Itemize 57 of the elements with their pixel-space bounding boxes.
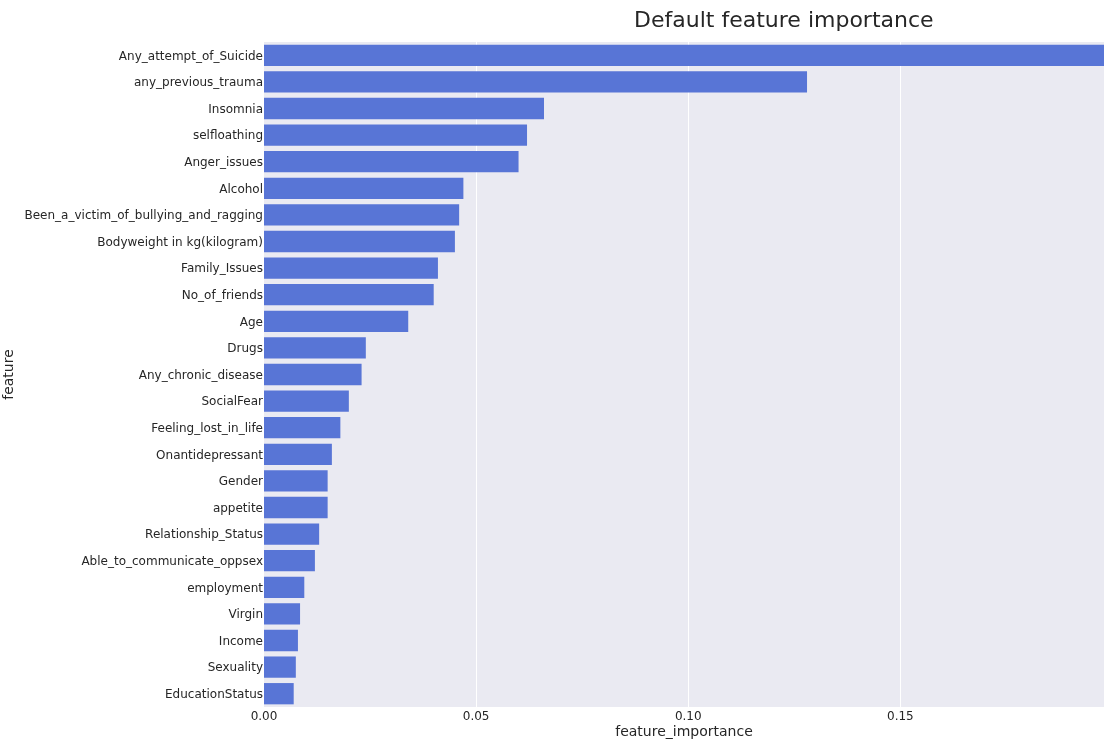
bar xyxy=(264,337,366,359)
bar xyxy=(264,284,434,306)
y-tick-label: Any_chronic_disease xyxy=(138,367,263,382)
bar xyxy=(264,523,320,545)
bar xyxy=(264,363,362,386)
x-tick-label: 0.05 xyxy=(462,709,490,723)
y-tick-label: any_previous_trauma xyxy=(133,75,263,90)
y-tick-label: Feeling_lost_in_life xyxy=(151,420,263,435)
y-tick-label: Family_Issues xyxy=(181,261,263,276)
bar xyxy=(264,443,332,465)
x-tick-label: 0.10 xyxy=(674,709,702,723)
y-tick-label: Alcohol xyxy=(219,181,263,196)
bar xyxy=(264,204,460,226)
y-tick-label: Bodyweight in kg(kilogram) xyxy=(97,234,263,249)
bar xyxy=(264,629,298,652)
y-tick-label: employment xyxy=(187,580,264,595)
y-tick-label: Age xyxy=(239,314,263,329)
y-tick-label: Relationship_Status xyxy=(145,527,263,542)
chart-title: Default feature importance xyxy=(634,6,934,32)
bar xyxy=(264,603,301,625)
bar xyxy=(264,177,464,199)
bar xyxy=(264,71,808,93)
bar xyxy=(264,550,315,572)
bar xyxy=(264,470,328,492)
bar xyxy=(264,97,544,120)
y-tick-label: Anger_issues xyxy=(184,154,263,169)
bar xyxy=(264,656,296,678)
x-tick-label: 0.00 xyxy=(250,709,278,723)
y-tick-label: No_of_friends xyxy=(181,287,263,302)
bar xyxy=(264,417,341,439)
y-tick-label: Sexuality xyxy=(207,660,263,675)
x-axis-title: feature_importance xyxy=(615,723,753,740)
bar xyxy=(264,310,409,332)
y-tick-label: Gender xyxy=(218,474,264,489)
bar xyxy=(264,44,1104,66)
y-tick-label: Onantidepressant xyxy=(156,447,264,462)
y-tick-label: Been_a_victim_of_bullying_and_ragging xyxy=(24,208,263,223)
bar xyxy=(264,576,305,598)
bar xyxy=(264,683,294,705)
bar xyxy=(264,390,349,412)
bar xyxy=(264,257,438,279)
bar xyxy=(264,230,455,253)
y-tick-label: Able_to_communicate_oppsex xyxy=(81,553,263,568)
y-tick-label: appetite xyxy=(212,500,263,515)
x-tick-label: 0.15 xyxy=(887,709,914,723)
y-tick-label: EducationStatus xyxy=(165,686,263,701)
y-tick-label: Drugs xyxy=(227,341,263,356)
y-axis-title: feature xyxy=(0,349,16,400)
y-tick-label: Income xyxy=(218,633,263,648)
y-tick-label: Virgin xyxy=(228,607,263,622)
bar xyxy=(264,151,519,173)
bar xyxy=(264,124,528,146)
y-tick-label: Insomnia xyxy=(208,101,263,116)
y-tick-label: SocialFear xyxy=(201,394,264,409)
y-tick-label: selfloathing xyxy=(192,128,263,143)
bar xyxy=(264,496,328,519)
y-tick-label: Any_attempt_of_Suicide xyxy=(118,48,263,63)
